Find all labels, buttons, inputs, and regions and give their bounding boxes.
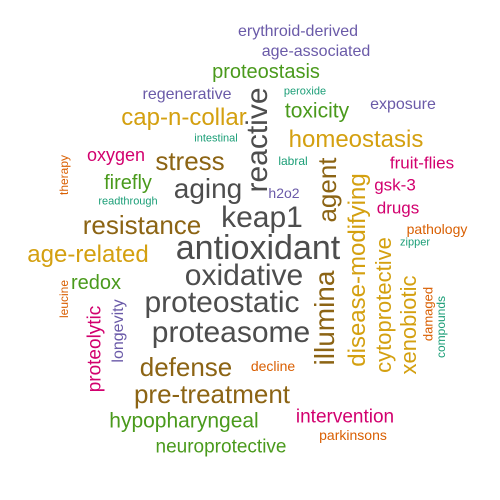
word-therapy: therapy	[57, 154, 71, 196]
word-neuroprotective: neuroprotective	[155, 436, 287, 458]
word-labral: labral	[278, 154, 308, 168]
word-oxidative: oxidative	[184, 259, 304, 292]
word-erythroid-derived: erythroid-derived	[237, 23, 359, 40]
word-aging: aging	[173, 173, 243, 204]
word-reactive: reactive	[241, 87, 274, 193]
word-readthrough: readthrough	[98, 195, 158, 208]
word-cap-n-collar: cap-n-collar	[121, 104, 247, 131]
word-leucine: leucine	[57, 279, 71, 319]
word-oxygen: oxygen	[86, 145, 146, 165]
word-intervention: intervention	[295, 406, 395, 428]
word-agent: agent	[312, 157, 342, 223]
word-firefly: firefly	[104, 172, 152, 194]
word-proteolytic: proteolytic	[84, 305, 106, 393]
word-age-related: age-related	[27, 241, 149, 268]
word-fruit-flies: fruit-flies	[389, 153, 455, 173]
word-xenobiotic: xenobiotic	[396, 275, 421, 375]
word-disease-modifying: disease-modifying	[344, 173, 371, 367]
word-longevity: longevity	[110, 299, 127, 363]
word-pathology: pathology	[406, 221, 468, 237]
word-stress: stress	[155, 146, 225, 176]
word-intestinal: intestinal	[194, 132, 238, 145]
word-parkinsons: parkinsons	[319, 427, 387, 443]
word-proteostatic: proteostatic	[144, 286, 300, 319]
word-age-associated: age-associated	[261, 43, 371, 60]
word-antioxidant: antioxidant	[175, 229, 341, 267]
word-toxicity: toxicity	[284, 99, 350, 123]
word-illumina: illumina	[309, 270, 340, 366]
word-damaged: damaged	[420, 286, 436, 342]
word-homeostasis: homeostasis	[288, 126, 424, 153]
word-hypopharyngeal: hypopharyngeal	[109, 409, 259, 433]
word-h2o2: h2o2	[268, 185, 300, 201]
word-regenerative: regenerative	[142, 86, 232, 103]
word-defense: defense	[139, 352, 233, 382]
word-keap1: keap1	[221, 201, 303, 234]
word-peroxide: peroxide	[283, 85, 327, 98]
word-gsk-3: gsk-3	[374, 175, 416, 195]
word-resistance: resistance	[82, 210, 202, 240]
word-redox: redox	[70, 272, 122, 294]
word-pre-treatment: pre-treatment	[133, 379, 291, 409]
word-proteasome: proteasome	[151, 316, 311, 349]
word-decline: decline	[250, 358, 296, 374]
word-compounds: compounds	[434, 295, 448, 359]
word-zipper: zipper	[400, 236, 430, 249]
word-exposure: exposure	[370, 96, 436, 113]
word-proteostasis: proteostasis	[212, 61, 320, 83]
word-drugs: drugs	[376, 198, 420, 218]
word-cytoprotective: cytoprotective	[371, 237, 396, 373]
